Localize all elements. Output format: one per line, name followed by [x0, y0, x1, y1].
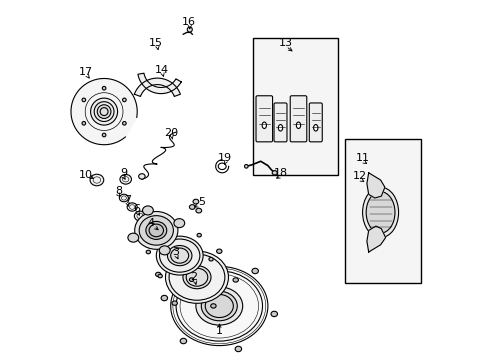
Polygon shape — [71, 78, 137, 145]
Polygon shape — [134, 78, 180, 96]
Ellipse shape — [82, 98, 85, 102]
Polygon shape — [366, 226, 385, 252]
Ellipse shape — [251, 268, 258, 274]
Ellipse shape — [134, 211, 145, 221]
Ellipse shape — [102, 86, 106, 90]
Ellipse shape — [165, 230, 170, 233]
Ellipse shape — [201, 291, 237, 321]
Ellipse shape — [180, 338, 186, 344]
Ellipse shape — [197, 260, 203, 266]
Ellipse shape — [196, 208, 201, 213]
Ellipse shape — [296, 122, 300, 129]
Ellipse shape — [120, 175, 131, 184]
Ellipse shape — [172, 301, 177, 305]
Text: 5: 5 — [197, 197, 204, 207]
Ellipse shape — [170, 266, 267, 346]
FancyBboxPatch shape — [309, 103, 322, 142]
Text: 17: 17 — [79, 67, 93, 77]
Ellipse shape — [244, 165, 247, 168]
Ellipse shape — [158, 274, 162, 278]
Polygon shape — [138, 73, 181, 94]
Ellipse shape — [155, 272, 161, 276]
Text: 12: 12 — [352, 171, 366, 181]
Ellipse shape — [167, 246, 192, 266]
Text: 4: 4 — [147, 218, 154, 228]
Ellipse shape — [90, 174, 103, 186]
Ellipse shape — [362, 187, 398, 238]
Ellipse shape — [102, 133, 106, 137]
Ellipse shape — [270, 311, 277, 317]
Ellipse shape — [128, 233, 139, 242]
Ellipse shape — [189, 204, 195, 210]
Text: 7: 7 — [123, 195, 131, 205]
Text: 14: 14 — [154, 65, 168, 75]
Text: 13: 13 — [278, 38, 292, 48]
FancyBboxPatch shape — [256, 96, 272, 142]
Polygon shape — [366, 173, 384, 198]
Ellipse shape — [366, 192, 394, 233]
Ellipse shape — [156, 236, 203, 275]
Ellipse shape — [216, 249, 222, 253]
Ellipse shape — [178, 246, 183, 251]
Bar — [345, 139, 420, 283]
Text: 1: 1 — [215, 326, 223, 336]
Ellipse shape — [208, 257, 213, 261]
Ellipse shape — [313, 125, 317, 131]
Ellipse shape — [262, 122, 266, 129]
Ellipse shape — [127, 203, 137, 211]
Ellipse shape — [233, 278, 238, 282]
Text: 8: 8 — [115, 186, 122, 196]
Text: 20: 20 — [163, 128, 178, 138]
Ellipse shape — [174, 219, 184, 228]
Ellipse shape — [165, 251, 228, 303]
Text: 19: 19 — [217, 153, 231, 163]
Ellipse shape — [187, 27, 192, 32]
Text: 6: 6 — [133, 204, 140, 214]
Text: 9: 9 — [120, 168, 127, 178]
Ellipse shape — [196, 287, 242, 325]
Ellipse shape — [122, 122, 126, 125]
Text: 2: 2 — [190, 272, 197, 282]
Ellipse shape — [122, 98, 126, 102]
Ellipse shape — [189, 278, 193, 282]
Ellipse shape — [183, 266, 211, 289]
Ellipse shape — [142, 206, 153, 215]
Ellipse shape — [235, 346, 241, 352]
Ellipse shape — [197, 233, 201, 237]
Ellipse shape — [82, 122, 85, 125]
Ellipse shape — [210, 304, 216, 308]
Ellipse shape — [272, 171, 277, 175]
Ellipse shape — [161, 295, 167, 301]
Text: 15: 15 — [149, 38, 163, 48]
Ellipse shape — [278, 125, 282, 131]
Ellipse shape — [134, 212, 178, 249]
Text: 16: 16 — [182, 17, 195, 27]
Ellipse shape — [139, 216, 173, 245]
Ellipse shape — [139, 174, 145, 179]
Ellipse shape — [145, 221, 166, 239]
Text: 3: 3 — [171, 247, 179, 257]
Bar — [253, 38, 337, 175]
FancyBboxPatch shape — [273, 103, 286, 142]
Text: 11: 11 — [356, 153, 369, 163]
Text: 10: 10 — [79, 170, 93, 180]
Ellipse shape — [97, 105, 111, 118]
Ellipse shape — [193, 199, 199, 204]
Text: 18: 18 — [273, 168, 287, 178]
Ellipse shape — [119, 194, 128, 202]
FancyBboxPatch shape — [289, 96, 306, 142]
Ellipse shape — [146, 250, 150, 254]
Ellipse shape — [159, 246, 170, 255]
Ellipse shape — [90, 98, 117, 125]
